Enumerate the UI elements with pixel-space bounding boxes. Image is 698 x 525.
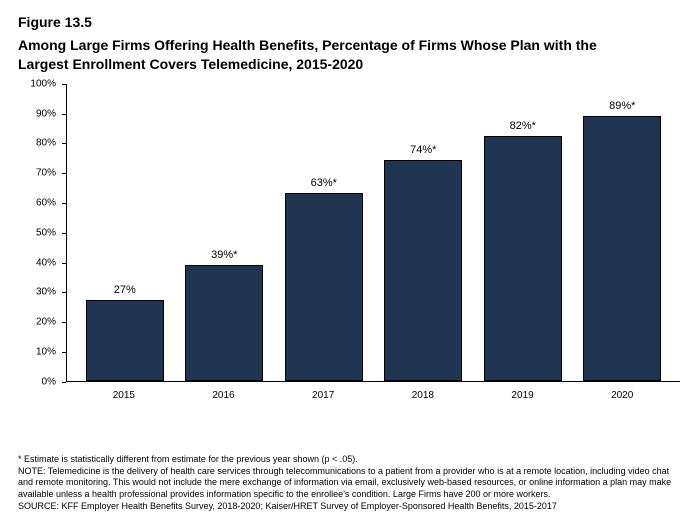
y-axis: 0%10%20%30%40%50%60%70%80%90%100% xyxy=(20,84,62,404)
bar-chart: 0%10%20%30%40%50%60%70%80%90%100% 27%39%… xyxy=(20,84,680,404)
y-tick-mark xyxy=(62,173,66,174)
y-tick-label: 30% xyxy=(36,287,56,298)
bar-value-label: 82%* xyxy=(510,120,536,132)
bar-slot: 39%* xyxy=(175,84,275,381)
figure-label: Figure 13.5 xyxy=(18,14,680,30)
y-tick-label: 0% xyxy=(42,376,56,387)
x-tick-label: 2016 xyxy=(174,386,274,404)
x-tick-label: 2019 xyxy=(473,386,573,404)
plot-area: 27% 39%* 63%* 74%* 82%* 89%* xyxy=(66,84,680,382)
y-tick-label: 90% xyxy=(36,108,56,119)
x-tick-label: 2020 xyxy=(572,386,672,404)
title-line-2: Largest Enrollment Covers Telemedicine, … xyxy=(18,56,363,72)
footnote-source: SOURCE: KFF Employer Health Benefits Sur… xyxy=(18,501,680,512)
y-tick-mark xyxy=(62,143,66,144)
y-tick-label: 100% xyxy=(30,78,56,89)
y-tick-label: 50% xyxy=(36,227,56,238)
y-tick-mark xyxy=(62,114,66,115)
y-tick-mark xyxy=(62,84,66,85)
y-tick-label: 10% xyxy=(36,346,56,357)
y-tick-mark xyxy=(62,322,66,323)
y-tick-mark xyxy=(62,203,66,204)
y-tick-label: 70% xyxy=(36,168,56,179)
bar xyxy=(384,160,462,381)
bar-slot: 74%* xyxy=(374,84,474,381)
footnote-significance: * Estimate is statistically different fr… xyxy=(18,454,680,465)
figure-title: Among Large Firms Offering Health Benefi… xyxy=(18,36,680,74)
y-tick-mark xyxy=(62,292,66,293)
footnotes: * Estimate is statistically different fr… xyxy=(18,454,680,513)
bar-value-label: 74%* xyxy=(410,144,436,156)
y-tick-mark xyxy=(62,263,66,264)
y-tick-mark xyxy=(62,233,66,234)
bars-container: 27% 39%* 63%* 74%* 82%* 89%* xyxy=(67,84,680,381)
bar xyxy=(583,116,661,381)
y-tick-label: 40% xyxy=(36,257,56,268)
y-tick-label: 60% xyxy=(36,197,56,208)
bar xyxy=(185,265,263,381)
bar-slot: 89%* xyxy=(573,84,673,381)
x-axis-labels: 201520162017201820192020 xyxy=(66,386,680,404)
y-tick-label: 80% xyxy=(36,138,56,149)
x-tick-label: 2017 xyxy=(273,386,373,404)
bar-slot: 63%* xyxy=(274,84,374,381)
bar xyxy=(86,300,164,380)
footnote-note: NOTE: Telemedicine is the delivery of he… xyxy=(18,466,680,500)
bar-value-label: 27% xyxy=(114,284,136,296)
bar xyxy=(484,136,562,380)
bar-slot: 82%* xyxy=(473,84,573,381)
y-tick-label: 20% xyxy=(36,317,56,328)
y-tick-mark xyxy=(62,382,66,383)
bar-value-label: 39%* xyxy=(211,249,237,261)
bar-value-label: 63%* xyxy=(311,177,337,189)
x-tick-label: 2015 xyxy=(74,386,174,404)
title-line-1: Among Large Firms Offering Health Benefi… xyxy=(18,37,597,53)
bar-slot: 27% xyxy=(75,84,175,381)
bar xyxy=(285,193,363,381)
bar-value-label: 89%* xyxy=(609,100,635,112)
y-tick-mark xyxy=(62,352,66,353)
x-tick-label: 2018 xyxy=(373,386,473,404)
